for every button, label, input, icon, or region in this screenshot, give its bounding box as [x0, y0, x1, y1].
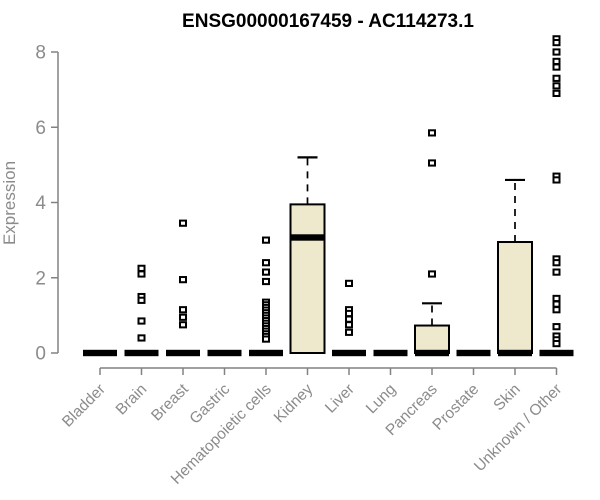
box-skin: [497, 241, 533, 355]
outlier-brain: [137, 270, 146, 278]
outlier-brain: [137, 334, 146, 342]
outlier-liver: [345, 315, 353, 323]
x-category-label-prostate: Prostate: [429, 381, 482, 434]
outlier-breast: [179, 306, 187, 314]
x-category-label-bladder: Bladder: [59, 381, 109, 431]
outlier-brain: [137, 264, 146, 272]
outlier-unknown-other: [552, 268, 561, 276]
outlier-unknown-other: [552, 259, 561, 267]
median-hematopoietic-cells: [249, 349, 283, 357]
outlier-hematopoietic-cells: [262, 277, 270, 286]
outlier-unknown-other: [552, 48, 561, 56]
outlier-liver: [345, 309, 353, 318]
y-tick-label-8: 8: [35, 43, 46, 64]
median-brain: [124, 349, 159, 357]
y-tick-label-0: 0: [35, 344, 46, 365]
median-gastric: [207, 349, 242, 357]
median-kidney: [290, 234, 325, 241]
outlier-brain: [137, 296, 146, 304]
outlier-pancreas: [428, 159, 436, 167]
outlier-hematopoietic-cells: [262, 236, 270, 244]
box-pancreas: [414, 324, 450, 355]
chart-title: ENSG00000167459 - AC114273.1: [182, 11, 474, 32]
outlier-unknown-other: [552, 294, 561, 303]
median-prostate: [456, 349, 491, 357]
outlier-liver: [345, 328, 353, 336]
x-category-label-liver: Liver: [322, 381, 358, 417]
outlier-unknown-other: [552, 63, 561, 71]
outlier-unknown-other: [552, 74, 561, 82]
outlier-unknown-other: [552, 89, 561, 97]
x-category-label-skin: Skin: [490, 381, 523, 414]
outlier-unknown-other: [552, 38, 561, 47]
y-tick-label-4: 4: [35, 193, 46, 214]
outlier-breast: [179, 313, 187, 321]
median-pancreas: [415, 349, 449, 357]
outlier-hematopoietic-cells: [262, 268, 270, 276]
outlier-breast: [179, 219, 187, 227]
outlier-hematopoietic-cells: [262, 259, 270, 267]
outlier-brain: [137, 317, 146, 325]
outlier-hematopoietic-cells: [262, 335, 270, 343]
outlier-pancreas: [428, 129, 436, 137]
outlier-unknown-other: [552, 339, 561, 348]
outlier-breast: [179, 276, 187, 284]
outlier-liver: [345, 279, 353, 287]
outlier-unknown-other: [552, 300, 561, 308]
outlier-liver: [345, 321, 353, 329]
outlier-pancreas: [428, 270, 436, 278]
y-tick-label-2: 2: [35, 268, 46, 289]
x-category-label-kidney: Kidney: [271, 381, 317, 427]
y-axis-label: Expression: [0, 161, 19, 245]
median-liver: [332, 349, 366, 357]
median-skin: [498, 349, 532, 357]
outlier-unknown-other: [552, 176, 561, 184]
outlier-unknown-other: [552, 82, 561, 90]
x-category-label-brain: Brain: [113, 381, 151, 419]
median-bladder: [83, 349, 117, 357]
median-breast: [166, 349, 200, 357]
box-kidney: [289, 203, 326, 354]
median-lung: [373, 349, 408, 357]
outlier-unknown-other: [552, 323, 561, 331]
x-category-label-lung: Lung: [363, 381, 399, 417]
y-tick-label-6: 6: [35, 118, 46, 139]
outlier-breast: [179, 321, 187, 329]
outlier-unknown-other: [552, 57, 561, 66]
x-category-label-breast: Breast: [148, 380, 192, 424]
median-unknown-other: [539, 349, 574, 357]
outlier-unknown-other: [552, 306, 561, 314]
